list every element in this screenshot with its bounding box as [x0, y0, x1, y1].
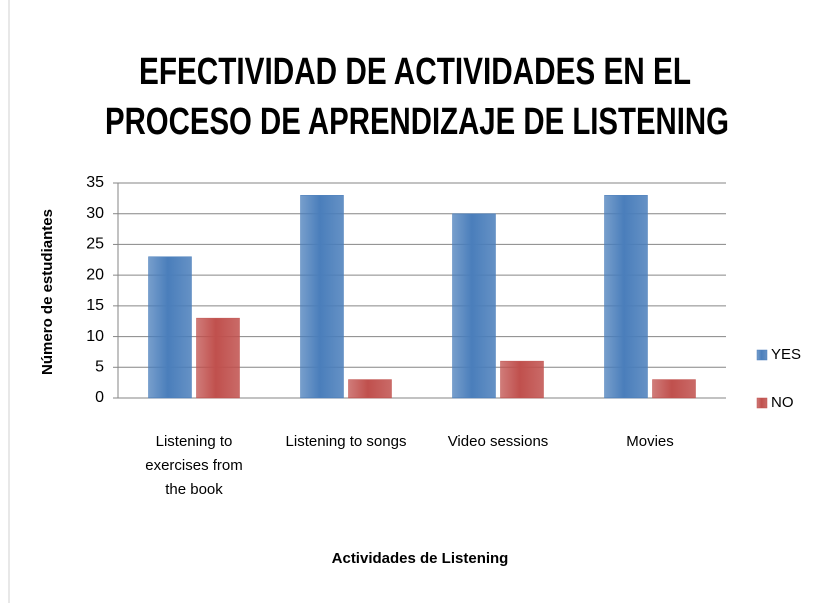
y-tick-label: 25 — [86, 236, 104, 253]
x-tick-label: Video sessions — [447, 433, 549, 450]
y-tick-label: 15 — [86, 297, 104, 314]
x-axis-title: Actividades de Listening — [332, 550, 509, 567]
chart-title: EFECTIVIDAD DE ACTIVIDADES EN EL — [139, 51, 691, 93]
y-tick-label: 10 — [86, 328, 104, 345]
y-tick-label: 20 — [86, 266, 104, 283]
x-tick-label: Listening to exercises from the book — [145, 433, 243, 498]
bar — [604, 195, 648, 399]
bar — [652, 379, 696, 399]
bar — [196, 317, 240, 399]
y-axis-title: Número de estudiantes — [39, 209, 56, 375]
x-tick-label: Movies — [626, 433, 674, 450]
bar — [500, 360, 544, 399]
x-tick-label: Listening to songs — [285, 433, 407, 450]
legend-swatch — [756, 349, 768, 361]
y-tick-label: 0 — [95, 389, 104, 406]
y-tick-label: 35 — [86, 174, 104, 191]
chart-title: PROCESO DE APRENDIZAJE DE LISTENING — [105, 101, 729, 143]
legend-label: NO — [771, 394, 794, 411]
y-tick-label: 30 — [86, 205, 104, 222]
legend-label: YES — [771, 346, 801, 363]
bar — [148, 256, 192, 399]
bar — [452, 213, 496, 399]
bar — [300, 195, 344, 399]
legend-swatch — [756, 397, 768, 409]
y-tick-label: 5 — [95, 359, 104, 376]
bar — [348, 379, 392, 399]
